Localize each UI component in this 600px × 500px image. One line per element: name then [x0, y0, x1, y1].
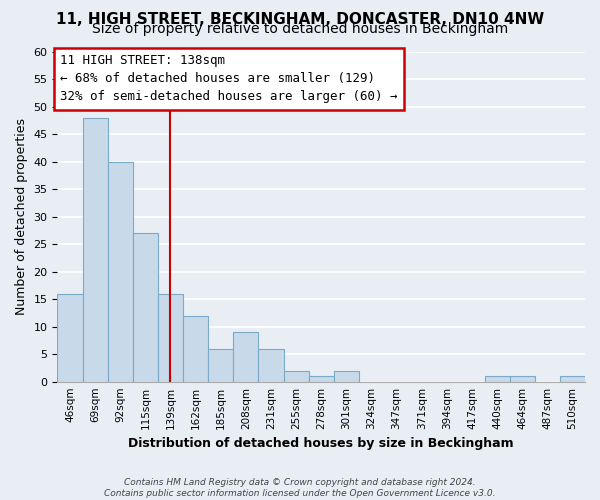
Bar — [183, 316, 208, 382]
Bar — [334, 370, 359, 382]
Text: 11 HIGH STREET: 138sqm
← 68% of detached houses are smaller (129)
32% of semi-de: 11 HIGH STREET: 138sqm ← 68% of detached… — [60, 54, 397, 104]
Bar — [509, 376, 535, 382]
Bar — [485, 376, 509, 382]
Bar — [133, 233, 158, 382]
Bar — [259, 348, 284, 382]
Bar — [58, 294, 83, 382]
Bar — [560, 376, 585, 382]
Bar — [158, 294, 183, 382]
Text: 11, HIGH STREET, BECKINGHAM, DONCASTER, DN10 4NW: 11, HIGH STREET, BECKINGHAM, DONCASTER, … — [56, 12, 544, 28]
Text: Size of property relative to detached houses in Beckingham: Size of property relative to detached ho… — [92, 22, 508, 36]
X-axis label: Distribution of detached houses by size in Beckingham: Distribution of detached houses by size … — [128, 437, 514, 450]
Text: Contains HM Land Registry data © Crown copyright and database right 2024.
Contai: Contains HM Land Registry data © Crown c… — [104, 478, 496, 498]
Bar — [208, 348, 233, 382]
Bar — [233, 332, 259, 382]
Bar — [83, 118, 107, 382]
Bar — [107, 162, 133, 382]
Y-axis label: Number of detached properties: Number of detached properties — [15, 118, 28, 315]
Bar — [284, 370, 308, 382]
Bar — [308, 376, 334, 382]
